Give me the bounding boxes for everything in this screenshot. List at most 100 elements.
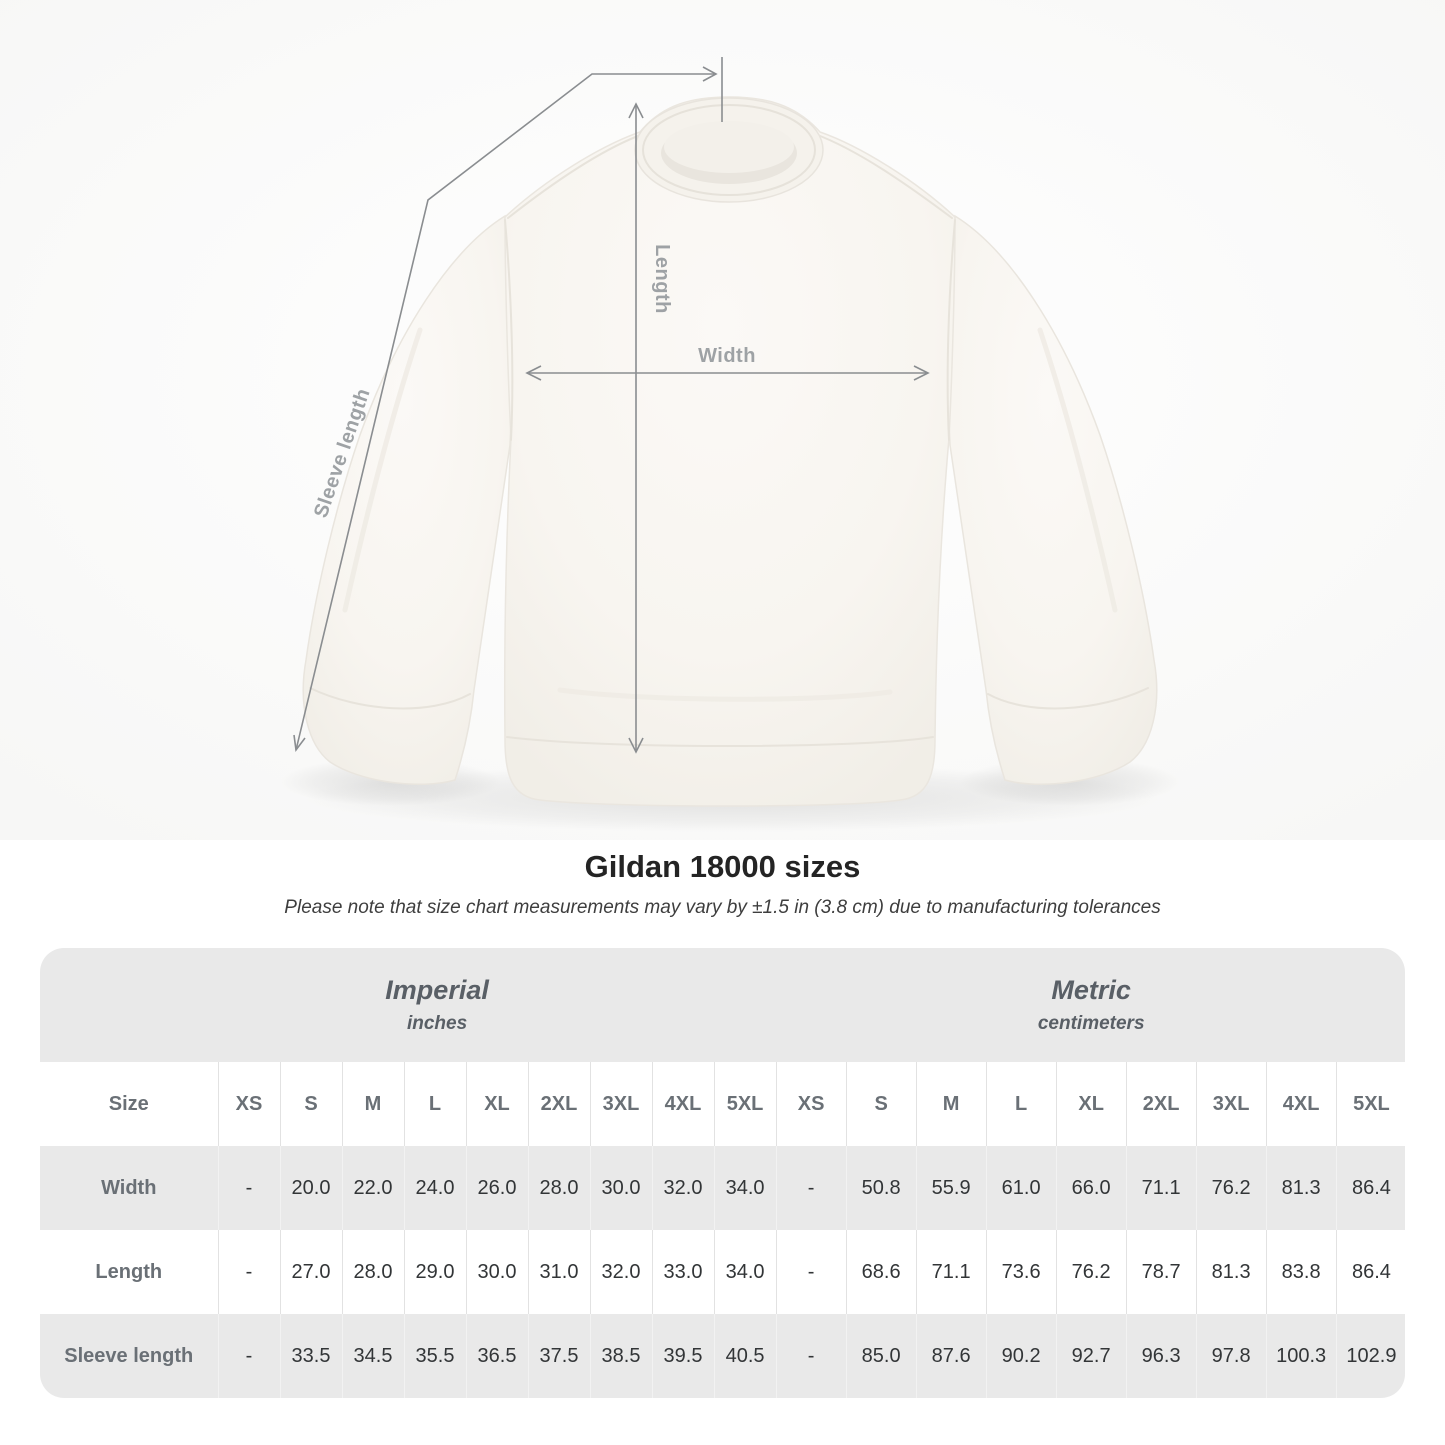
measurement-cell: 81.3: [1265, 1146, 1337, 1230]
table-row: Length -27.0 28.0 29.0 30.0 31.0 32.0 33.0 34.0-…: [40, 1230, 1405, 1314]
measurement-cell: 87.6: [915, 1314, 987, 1398]
measurement-cell: 68.6: [845, 1230, 917, 1314]
measurement-cell: 96.3: [1125, 1314, 1197, 1398]
measurement-cell: 55.9: [915, 1146, 987, 1230]
measurement-cell: -: [775, 1230, 847, 1314]
measurement-cell: 76.2: [1055, 1230, 1127, 1314]
measurement-cell: 83.8: [1265, 1230, 1337, 1314]
size-column-header: 3XL: [1195, 1062, 1267, 1146]
collar: [634, 97, 824, 203]
imperial-title: Imperial: [385, 975, 489, 1005]
row-label: Length: [40, 1230, 218, 1314]
measurement-cell: 39.5: [651, 1314, 714, 1398]
size-guide-figure: Length Width Sleeve length: [0, 0, 1445, 840]
sweatshirt-photo: [302, 96, 1158, 807]
measurement-cell: 97.8: [1195, 1314, 1267, 1398]
unit-group-row: Imperial inches Metric centimeters: [40, 948, 1405, 1062]
size-column-header: 2XL: [1125, 1062, 1197, 1146]
measurement-cell: -: [217, 1230, 280, 1314]
width-arrow: [525, 365, 930, 381]
width-label: Width: [698, 345, 756, 367]
measurement-cell: 37.5: [527, 1314, 590, 1398]
measurement-cell: 92.7: [1055, 1314, 1127, 1398]
size-column-header: XL: [465, 1062, 528, 1146]
fabric-folds: [342, 327, 1118, 702]
measurement-cell: 33.0: [651, 1230, 714, 1314]
measurement-cell: 28.0: [341, 1230, 404, 1314]
measurement-cell: -: [775, 1146, 847, 1230]
measurement-cell: 71.1: [1125, 1146, 1197, 1230]
measurement-cell: 38.5: [589, 1314, 652, 1398]
measurement-cell: 34.0: [713, 1146, 777, 1230]
measurement-cell: 66.0: [1055, 1146, 1127, 1230]
table-row: Sleeve length -33.5 34.5 35.5 36.5 37.5 38.5 39…: [40, 1314, 1405, 1398]
metric-unit: centimeters: [1037, 1013, 1145, 1034]
size-column-header: 4XL: [1265, 1062, 1337, 1146]
row-label: Width: [40, 1146, 218, 1230]
size-table: Imperial inches Metric centimeters Size …: [40, 948, 1405, 1398]
page-title: Gildan 18000 sizes: [584, 849, 861, 884]
length-label: Length: [651, 244, 673, 314]
garment-body: [504, 96, 956, 807]
measurement-cell: 34.0: [713, 1230, 777, 1314]
measurement-cell: 90.2: [985, 1314, 1057, 1398]
length-arrow: [628, 102, 644, 754]
metric-title: Metric: [1051, 975, 1131, 1005]
size-column-header: L: [403, 1062, 466, 1146]
size-column-header: 2XL: [527, 1062, 590, 1146]
imperial-group-header: Imperial inches: [40, 948, 777, 1062]
measurement-cell: 102.9: [1335, 1314, 1405, 1398]
measurement-cell: 40.5: [713, 1314, 777, 1398]
measurement-cell: 26.0: [465, 1146, 528, 1230]
measurement-cell: 86.4: [1335, 1146, 1405, 1230]
measurement-cell: 73.6: [985, 1230, 1057, 1314]
size-column-header: 5XL: [713, 1062, 777, 1146]
measurement-cell: 35.5: [403, 1314, 466, 1398]
row-label: Sleeve length: [40, 1314, 218, 1398]
measurement-cell: 30.0: [465, 1230, 528, 1314]
measurement-cell: 24.0: [403, 1146, 466, 1230]
metric-group-header: Metric centimeters: [776, 948, 1405, 1062]
size-corner-header: Size: [40, 1062, 218, 1146]
measurement-cell: 86.4: [1335, 1230, 1405, 1314]
tolerance-note: Please note that size chart measurements…: [284, 897, 1161, 918]
size-header-row: Size XS S M L XL 2XL 3XL 4XL 5XL XS S M L XL 2XL 3XL 4XL…: [40, 1062, 1405, 1146]
measurement-cell: 76.2: [1195, 1146, 1267, 1230]
measurement-cell: 81.3: [1195, 1230, 1267, 1314]
measurement-cell: 20.0: [279, 1146, 342, 1230]
measurement-cell: 100.3: [1265, 1314, 1337, 1398]
measurement-cell: -: [217, 1314, 280, 1398]
measurement-cell: 78.7: [1125, 1230, 1197, 1314]
size-column-header: 5XL: [1335, 1062, 1405, 1146]
size-column-header: XS: [775, 1062, 847, 1146]
measurement-cell: 34.5: [341, 1314, 404, 1398]
size-column-header: M: [915, 1062, 987, 1146]
measurement-cell: 27.0: [279, 1230, 342, 1314]
measurement-cell: 29.0: [403, 1230, 466, 1314]
size-column-header: XS: [217, 1062, 280, 1146]
size-column-header: S: [845, 1062, 917, 1146]
sweatshirt-diagram: Length Width Sleeve length: [0, 0, 1445, 840]
measurement-cell: 31.0: [527, 1230, 590, 1314]
measurement-cell: -: [775, 1314, 847, 1398]
measurement-cell: 32.0: [651, 1146, 714, 1230]
size-table-container: Imperial inches Metric centimeters Size …: [40, 948, 1405, 1398]
measurement-cell: 36.5: [465, 1314, 528, 1398]
measurement-cell: 33.5: [279, 1314, 342, 1398]
right-sleeve: [947, 214, 1158, 785]
measurement-cell: 30.0: [589, 1146, 652, 1230]
table-row: Width -20.0 22.0 24.0 26.0 28.0 30.0 32.0 34.0-5…: [40, 1146, 1405, 1230]
measurement-cell: 28.0: [527, 1146, 590, 1230]
measurement-cell: -: [217, 1146, 280, 1230]
measurement-cell: 22.0: [341, 1146, 404, 1230]
seam-lines: [309, 133, 1149, 747]
size-column-header: L: [985, 1062, 1057, 1146]
size-column-header: 4XL: [651, 1062, 714, 1146]
measurement-cell: 61.0: [985, 1146, 1057, 1230]
imperial-unit: inches: [406, 1013, 468, 1034]
measurement-cell: 71.1: [915, 1230, 987, 1314]
measurement-cell: 32.0: [589, 1230, 652, 1314]
measurement-cell: 50.8: [845, 1146, 917, 1230]
size-column-header: XL: [1055, 1062, 1127, 1146]
sleeve-length-arrow: [293, 57, 723, 753]
